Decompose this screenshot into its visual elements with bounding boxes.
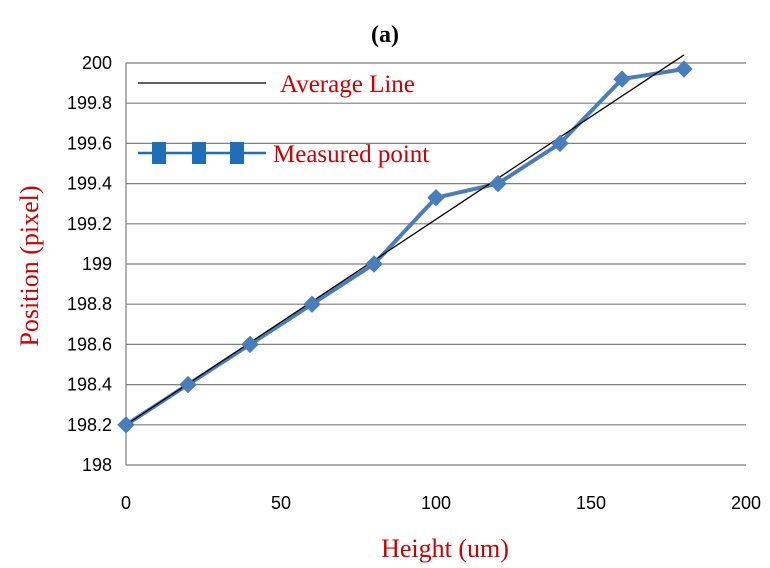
x-axis-title: Height (um) — [381, 534, 509, 563]
panel-label: (a) — [371, 22, 399, 48]
legend-marker — [152, 142, 166, 164]
y-tick-label: 198 — [82, 455, 112, 475]
measured-point-marker — [365, 255, 383, 273]
measured-point-marker — [303, 295, 321, 313]
measured-point-marker — [179, 375, 197, 394]
average-line — [125, 54, 685, 426]
x-tick-label: 50 — [271, 493, 291, 513]
y-tick-label: 198.4 — [67, 375, 112, 395]
y-tick-label: 199.8 — [67, 93, 112, 113]
axes — [125, 63, 746, 466]
y-tick-label: 198.6 — [67, 334, 112, 354]
measured-point-series-line — [124, 67, 686, 427]
legend-measured-point-label: Measured point — [273, 141, 429, 168]
measured-point-marker — [551, 134, 569, 153]
y-tick-label: 199.6 — [67, 133, 112, 153]
y-tick-labels: 198 198.2 198.4 198.6 198.8 199 199.2 199.4 199.… — [67, 53, 112, 475]
legend: Average Line Measured point — [138, 71, 429, 168]
x-tick-label: 150 — [576, 493, 606, 513]
y-tick-label: 198.8 — [67, 294, 112, 314]
measured-point-marker — [489, 174, 507, 193]
y-tick-label: 198.2 — [67, 415, 112, 435]
legend-marker — [192, 142, 206, 164]
measured-point-marker — [613, 70, 631, 88]
legend-average-line-label: Average Line — [280, 71, 415, 98]
gridlines — [126, 62, 746, 426]
x-tick-labels: 0 50 100 150 200 — [121, 493, 761, 513]
x-tick-label: 0 — [121, 493, 131, 513]
y-tick-label: 200 — [82, 53, 112, 73]
y-tick-label: 199 — [82, 254, 112, 274]
y-axis-title: Position (pixel) — [15, 185, 44, 346]
y-tick-label: 199.4 — [67, 174, 112, 194]
measured-point-marker — [117, 416, 135, 434]
series — [117, 54, 693, 434]
x-tick-label: 100 — [421, 493, 451, 513]
legend-marker — [230, 142, 244, 164]
measured-point-marker — [675, 60, 693, 78]
x-tick-label: 200 — [731, 493, 761, 513]
measured-point-marker — [427, 188, 445, 207]
y-tick-label: 199.2 — [67, 214, 112, 234]
measured-point-marker — [241, 335, 259, 354]
